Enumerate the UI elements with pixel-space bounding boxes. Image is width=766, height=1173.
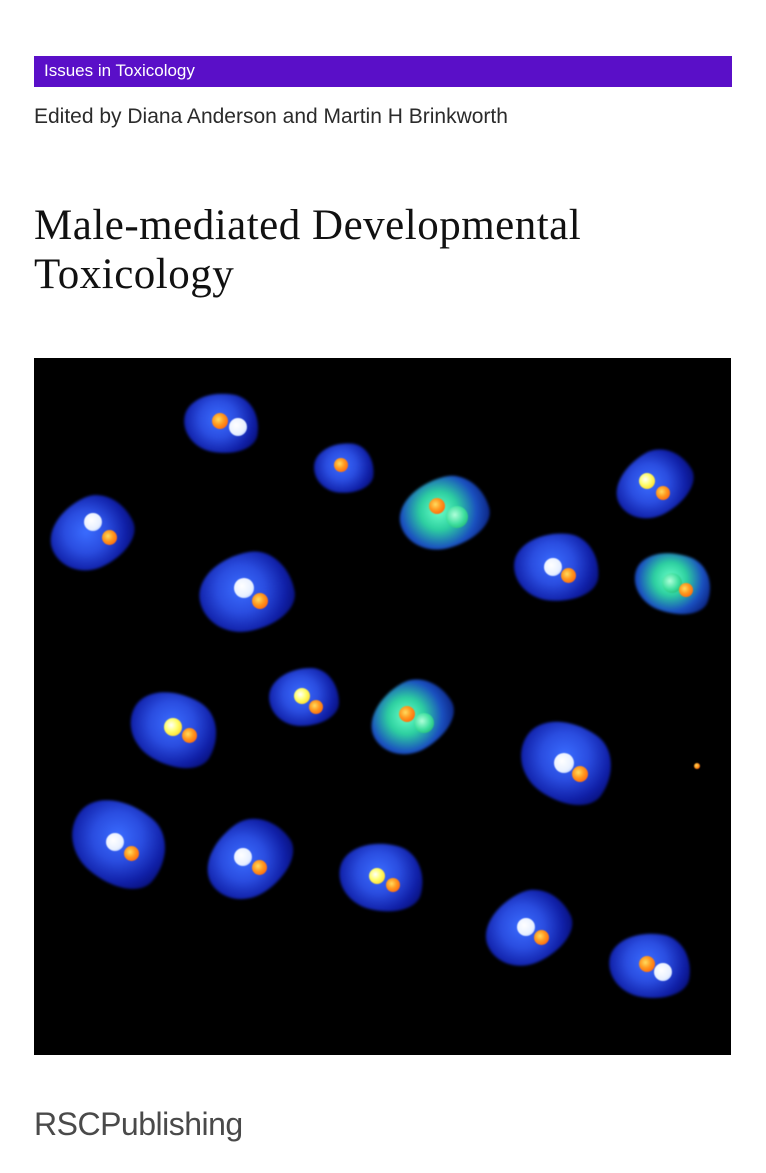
editors-line: Edited by Diana Anderson and Martin H Br…: [34, 105, 732, 129]
fluorescent-spot: [334, 458, 348, 472]
fluorescent-spot: [106, 833, 124, 851]
fluorescent-spot: [639, 473, 655, 489]
fluorescent-spot: [309, 700, 323, 714]
fluorescent-spot: [182, 728, 197, 743]
fluorescent-spot: [234, 578, 254, 598]
fluorescent-spot: [572, 766, 588, 782]
fluorescent-spot: [694, 763, 700, 769]
cover-microscopy-image: [34, 358, 731, 1055]
fluorescent-spot: [252, 593, 268, 609]
fluorescent-spot: [429, 498, 445, 514]
fluorescent-spot: [399, 706, 415, 722]
book-cover: Issues in Toxicology Edited by Diana And…: [0, 0, 766, 1173]
cell-blob: [38, 483, 145, 582]
fluorescent-spot: [517, 918, 535, 936]
fluorescent-spot: [639, 956, 655, 972]
cell-blob: [391, 467, 496, 558]
fluorescent-spot: [234, 848, 252, 866]
fluorescent-spot: [544, 558, 562, 576]
book-title: Male-mediated Developmental Toxicology: [34, 201, 732, 300]
fluorescent-spot: [124, 846, 139, 861]
fluorescent-spot: [102, 530, 117, 545]
fluorescent-spot: [446, 506, 468, 528]
series-label: Issues in Toxicology: [44, 61, 195, 80]
fluorescent-spot: [679, 583, 693, 597]
fluorescent-spot: [294, 688, 310, 704]
fluorescent-spot: [386, 878, 400, 892]
fluorescent-spot: [414, 713, 434, 733]
fluorescent-spot: [212, 413, 228, 429]
fluorescent-spot: [164, 718, 182, 736]
series-bar: Issues in Toxicology: [34, 56, 732, 87]
fluorescent-spot: [534, 930, 549, 945]
publisher-logo: RSCPublishing: [34, 1106, 243, 1143]
fluorescent-spot: [369, 868, 385, 884]
fluorescent-spot: [252, 860, 267, 875]
fluorescent-spot: [656, 486, 670, 500]
fluorescent-spot: [654, 963, 672, 981]
fluorescent-spot: [84, 513, 102, 531]
fluorescent-spot: [229, 418, 247, 436]
publisher-part1: RSC: [34, 1106, 100, 1142]
publisher-part2: Publishing: [100, 1106, 243, 1142]
fluorescent-spot: [554, 753, 574, 773]
fluorescent-spot: [561, 568, 576, 583]
